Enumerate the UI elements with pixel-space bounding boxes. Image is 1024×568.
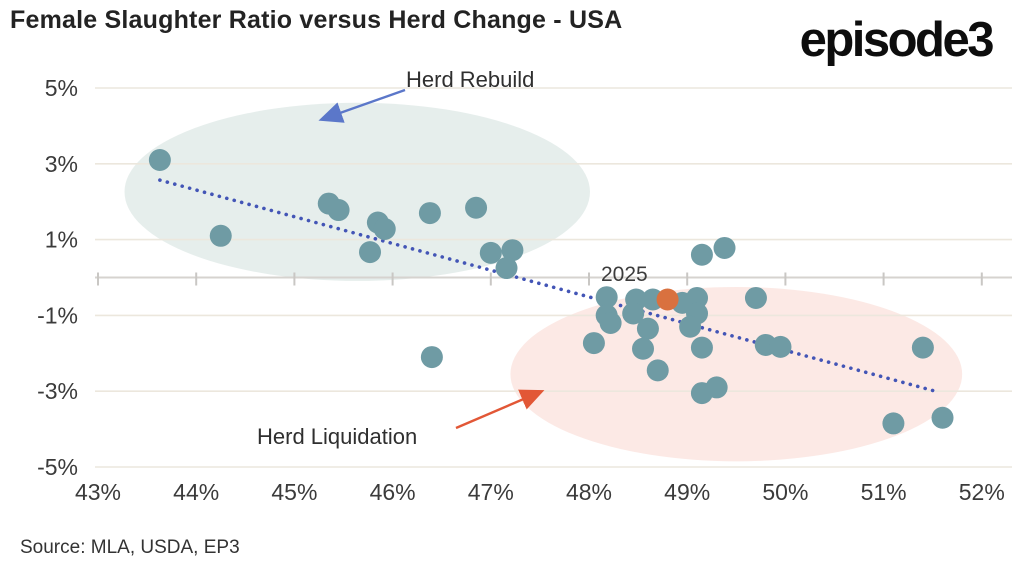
x-axis-label: 49% xyxy=(664,479,710,505)
data-point xyxy=(501,239,524,262)
x-axis-label: 46% xyxy=(370,479,416,505)
annotation-herd-rebuild: Herd Rebuild xyxy=(406,67,535,92)
x-axis-label: 51% xyxy=(861,479,907,505)
data-point xyxy=(636,317,659,340)
x-axis-label: 47% xyxy=(468,479,514,505)
data-point xyxy=(479,241,502,264)
data-point xyxy=(622,302,645,325)
data-point xyxy=(769,335,792,358)
data-point xyxy=(420,346,443,369)
y-axis-label: -5% xyxy=(37,454,78,480)
y-axis-label: -1% xyxy=(37,302,78,328)
region-herd-rebuild xyxy=(124,102,590,281)
x-axis-label: 52% xyxy=(959,479,1005,505)
y-axis-label: 1% xyxy=(45,227,78,253)
data-point xyxy=(713,236,736,259)
liquidation-arrow xyxy=(455,389,545,430)
data-point xyxy=(495,257,518,280)
data-point xyxy=(882,412,905,435)
data-point xyxy=(679,315,702,338)
data-point xyxy=(582,332,605,355)
data-point xyxy=(686,286,709,309)
x-axis-label: 45% xyxy=(271,479,317,505)
data-point xyxy=(595,286,618,309)
data-point xyxy=(209,224,232,247)
data-point xyxy=(632,337,655,360)
annotation-2025: 2025 xyxy=(601,263,648,286)
rebuild-arrow xyxy=(318,88,406,123)
chart-title: Female Slaughter Ratio versus Herd Chang… xyxy=(10,6,623,34)
data-point xyxy=(599,311,622,334)
brand-logo-episode3: episode3 xyxy=(799,13,995,67)
data-point xyxy=(465,196,488,219)
data-point xyxy=(418,202,441,225)
data-point xyxy=(359,241,382,264)
x-axis-label: 44% xyxy=(173,479,219,505)
data-point xyxy=(931,406,954,429)
data-point xyxy=(690,243,713,266)
data-point xyxy=(373,217,396,240)
annotation-herd-liquidation: Herd Liquidation xyxy=(257,424,418,449)
y-axis-label: 3% xyxy=(45,151,78,177)
data-point xyxy=(705,376,728,399)
region-herd-liquidation xyxy=(510,286,963,462)
x-axis-label: 50% xyxy=(762,479,808,505)
highlight-point-2025 xyxy=(656,288,679,311)
x-axis-label: 48% xyxy=(566,479,612,505)
y-axis-label: 5% xyxy=(45,75,78,101)
data-point xyxy=(148,149,171,172)
data-point xyxy=(744,286,767,309)
data-point xyxy=(646,359,669,382)
data-point xyxy=(690,336,713,359)
source-note: Source: MLA, USDA, EP3 xyxy=(20,537,240,558)
data-point xyxy=(911,336,934,359)
data-point xyxy=(327,199,350,222)
y-axis-label: -3% xyxy=(37,378,78,404)
x-axis-label: 43% xyxy=(75,479,121,505)
